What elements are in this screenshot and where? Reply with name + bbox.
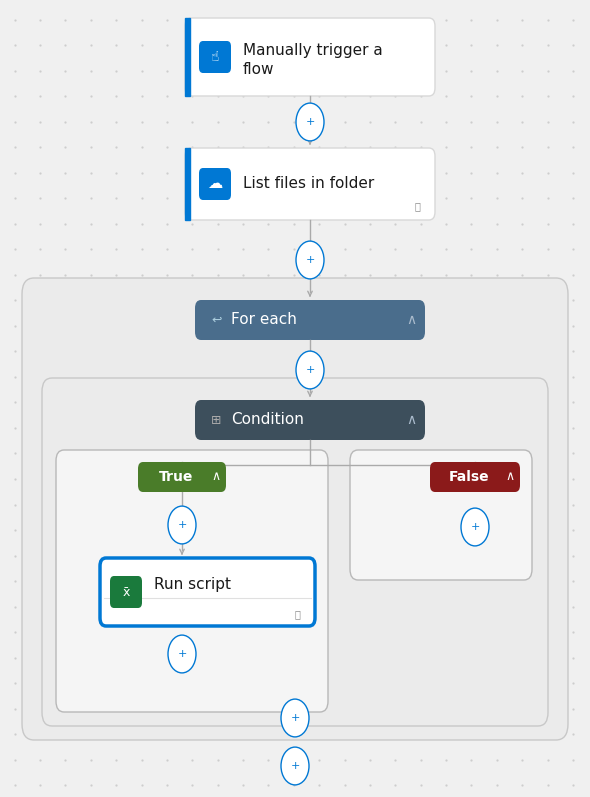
FancyBboxPatch shape [185, 148, 435, 220]
Text: ⊞: ⊞ [211, 414, 221, 426]
FancyBboxPatch shape [199, 168, 231, 200]
Text: +: + [290, 713, 300, 723]
FancyBboxPatch shape [199, 41, 231, 73]
Text: ∧: ∧ [211, 470, 221, 484]
Text: +: + [305, 365, 314, 375]
Text: flow: flow [243, 61, 274, 77]
Text: +: + [305, 117, 314, 127]
Circle shape [168, 635, 196, 673]
Circle shape [296, 241, 324, 279]
Text: ☝: ☝ [211, 50, 219, 64]
Text: ⛓: ⛓ [294, 609, 300, 619]
Circle shape [296, 103, 324, 141]
Text: +: + [305, 255, 314, 265]
Text: Condition: Condition [231, 413, 304, 427]
Text: List files in folder: List files in folder [243, 176, 374, 191]
Text: +: + [470, 522, 480, 532]
FancyBboxPatch shape [350, 450, 532, 580]
Bar [185, 18, 190, 96]
Text: Run script: Run script [154, 576, 231, 591]
FancyBboxPatch shape [100, 558, 315, 626]
Text: ⛓: ⛓ [414, 201, 420, 211]
Text: True: True [159, 470, 193, 484]
Circle shape [281, 747, 309, 785]
Text: +: + [290, 761, 300, 771]
Text: +: + [178, 649, 186, 659]
FancyBboxPatch shape [138, 462, 226, 492]
Text: ∧: ∧ [506, 470, 514, 484]
Text: False: False [448, 470, 489, 484]
FancyBboxPatch shape [42, 378, 548, 726]
Text: For each: For each [231, 312, 297, 328]
FancyBboxPatch shape [22, 278, 568, 740]
Text: ☁: ☁ [207, 176, 222, 191]
Circle shape [168, 506, 196, 544]
Text: ↩: ↩ [211, 313, 221, 327]
Text: ∧: ∧ [406, 413, 416, 427]
Text: +: + [178, 520, 186, 530]
Text: ∧: ∧ [406, 313, 416, 327]
FancyBboxPatch shape [56, 450, 328, 712]
Circle shape [281, 699, 309, 737]
FancyBboxPatch shape [110, 576, 142, 608]
Bar [185, 148, 190, 220]
Text: x̄: x̄ [122, 586, 130, 599]
FancyBboxPatch shape [185, 18, 435, 96]
FancyBboxPatch shape [430, 462, 520, 492]
Circle shape [296, 351, 324, 389]
Text: Manually trigger a: Manually trigger a [243, 44, 383, 58]
FancyBboxPatch shape [195, 400, 425, 440]
FancyBboxPatch shape [195, 300, 425, 340]
Circle shape [461, 508, 489, 546]
